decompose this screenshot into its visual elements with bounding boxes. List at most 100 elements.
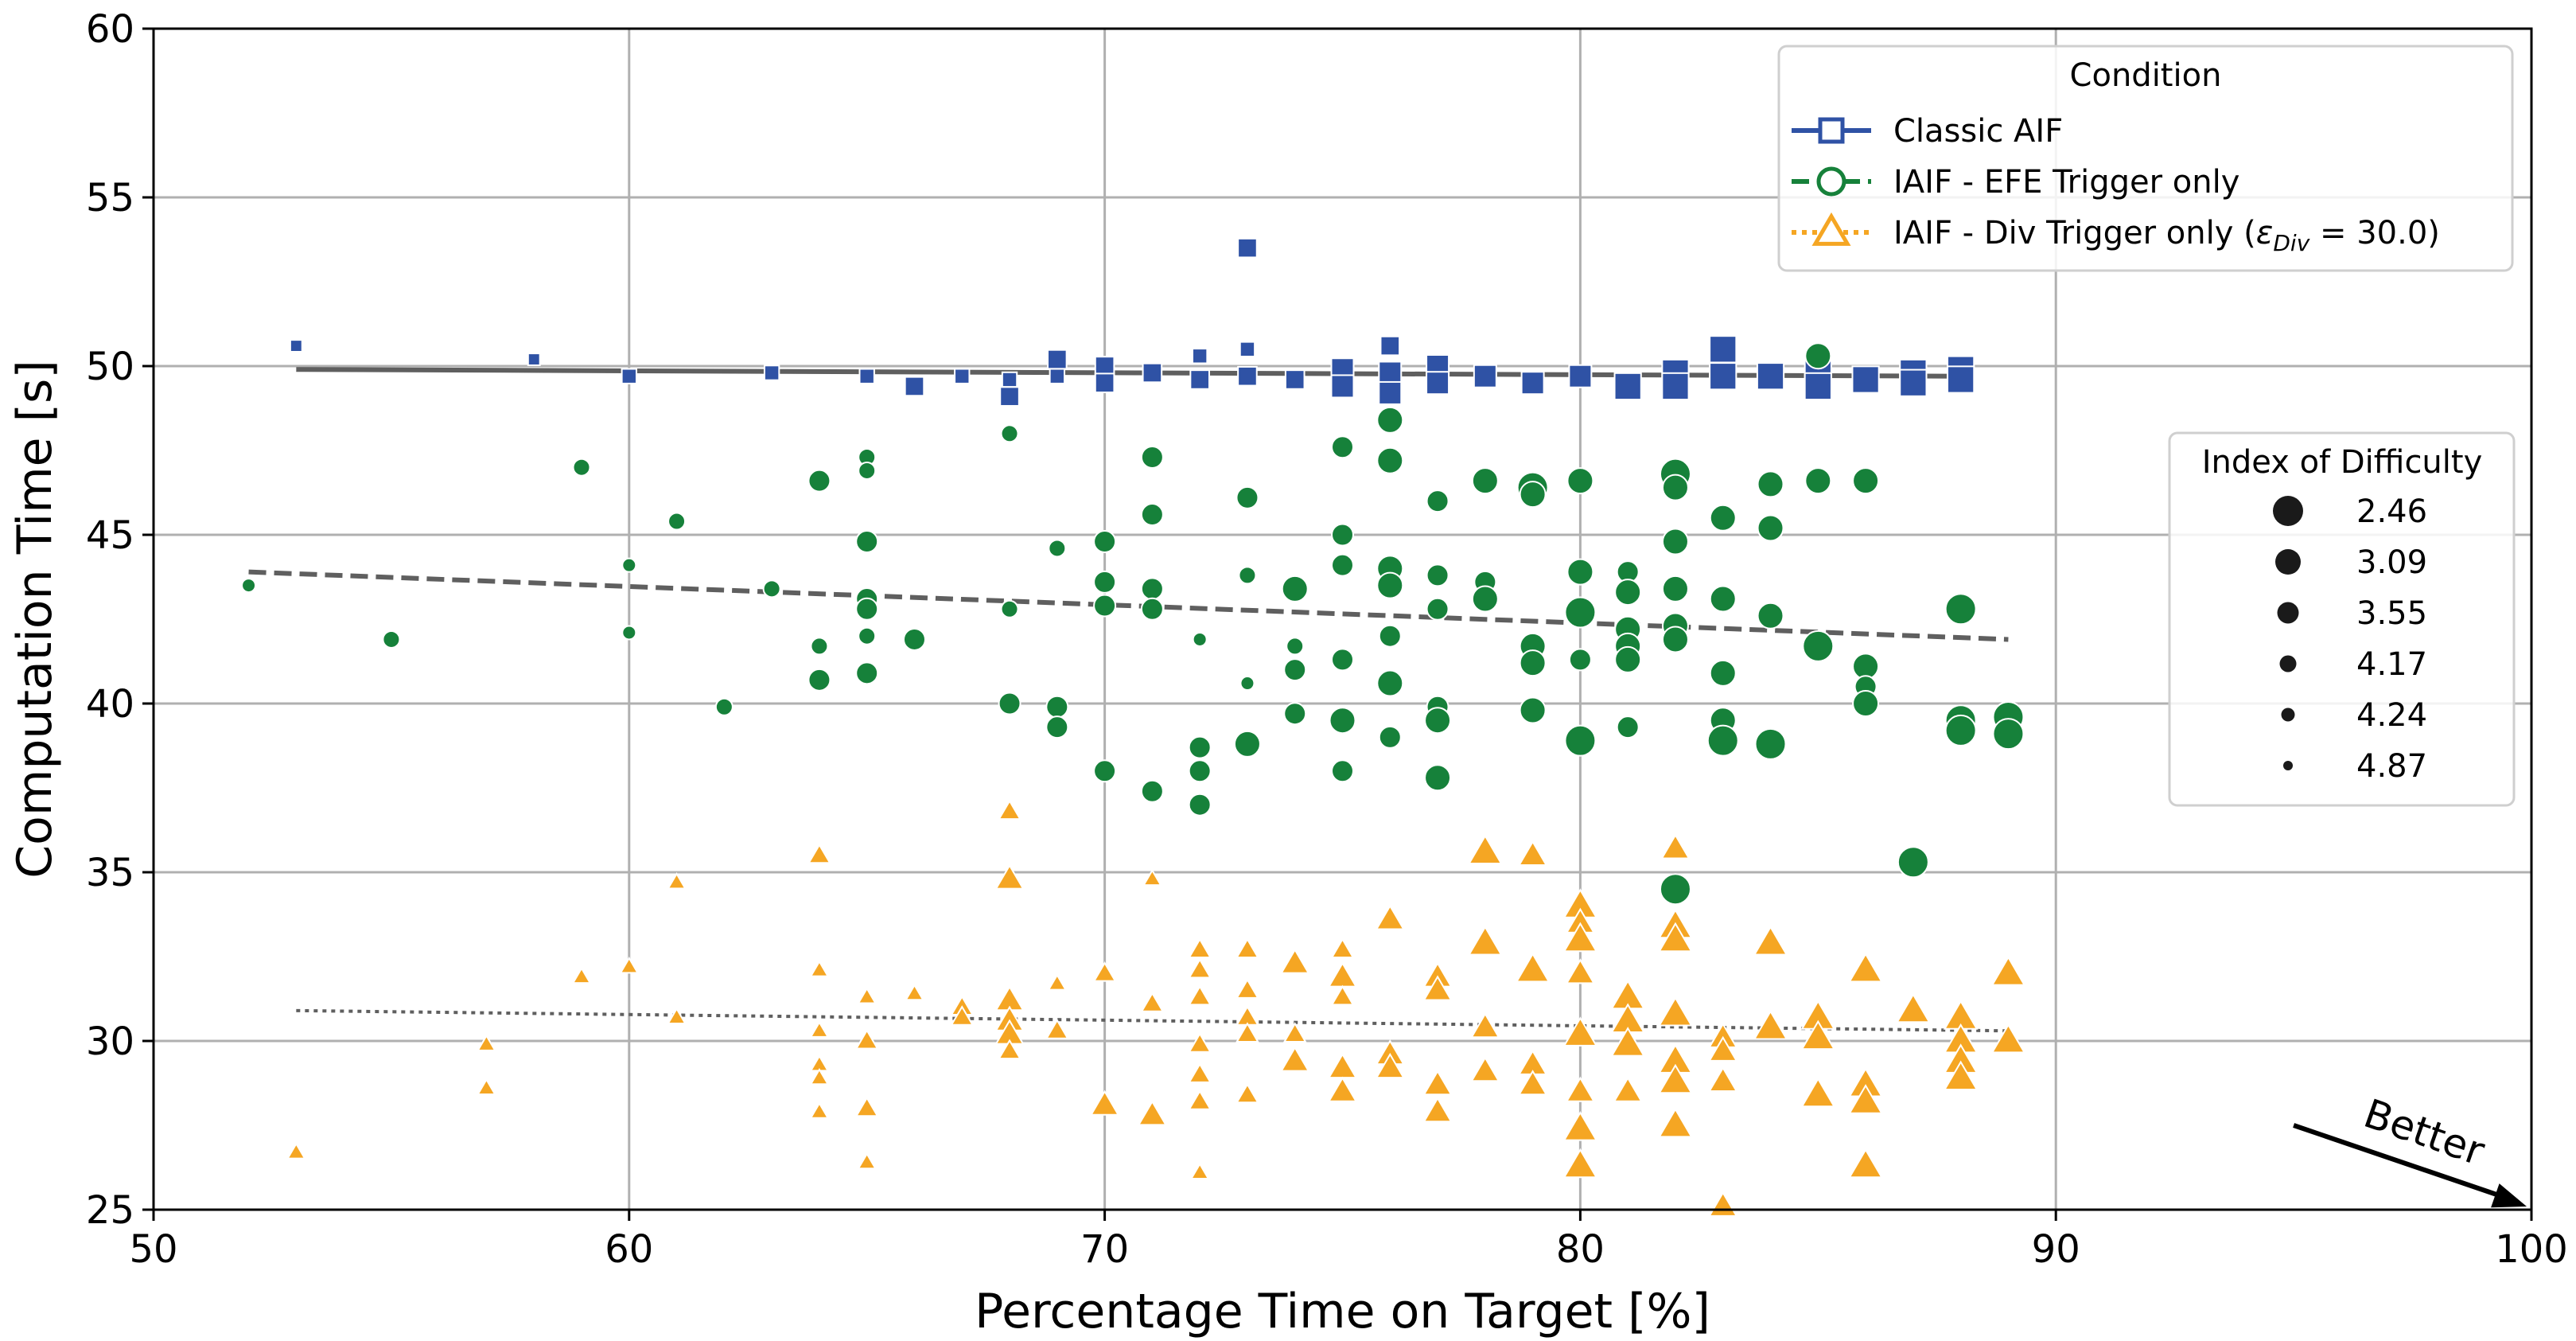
efe-point <box>1093 594 1117 618</box>
classic-point <box>1520 371 1545 396</box>
div-point <box>1565 958 1596 984</box>
efe-point <box>621 625 637 641</box>
classic-point <box>1378 361 1403 385</box>
efe-point <box>241 578 257 594</box>
efe-point <box>1329 707 1356 735</box>
efe-point <box>1754 727 1787 760</box>
classic-point <box>1613 372 1642 401</box>
y-axis-label: Computation Time [s] <box>7 360 63 878</box>
classic-point <box>1191 348 1208 364</box>
div-point <box>998 799 1022 821</box>
efe-point <box>1757 602 1784 630</box>
div-point <box>1658 996 1693 1027</box>
div-point <box>998 1039 1022 1060</box>
efe-point <box>1709 504 1737 532</box>
div-point <box>857 1152 877 1170</box>
div-point <box>477 1034 496 1051</box>
efe-point <box>1140 445 1164 469</box>
legend-label-efe: IAIF - EFE Trigger only <box>1893 164 2239 201</box>
div-point <box>1943 1060 1979 1091</box>
efe-point <box>1614 645 1642 673</box>
y-tick-label: 55 <box>86 176 134 220</box>
efe-point <box>1944 714 1977 747</box>
efe-point <box>1566 467 1594 495</box>
efe-point <box>1568 648 1592 672</box>
div-point <box>1660 833 1691 860</box>
efe-point <box>858 626 877 645</box>
div-point <box>809 960 830 977</box>
efe-point <box>1661 528 1689 556</box>
classic-point <box>1094 372 1115 394</box>
condition-legend-title: Condition <box>2070 57 2222 94</box>
div-point <box>1515 952 1551 983</box>
div-point <box>1235 978 1259 999</box>
efe-point <box>1852 467 1880 495</box>
div-point <box>994 863 1025 890</box>
efe-point <box>1659 873 1691 906</box>
classic-point <box>1237 237 1258 259</box>
efe-point <box>1378 725 1402 749</box>
div-point <box>667 872 687 890</box>
efe-point <box>807 469 831 493</box>
difficulty-legend-label: 2.46 <box>2356 493 2427 530</box>
difficulty-legend-box <box>2168 431 2516 807</box>
classic-point <box>1756 362 1785 391</box>
efe-point <box>1045 695 1069 719</box>
y-tick-label: 45 <box>86 513 134 558</box>
efe-point <box>1192 631 1208 647</box>
div-point <box>1658 1063 1693 1094</box>
efe-point <box>807 668 831 692</box>
efe-point <box>1283 702 1307 726</box>
difficulty-legend-marker <box>2283 761 2293 770</box>
div-point <box>1562 922 1598 953</box>
efe-point <box>1376 571 1404 599</box>
efe-point <box>1424 707 1452 735</box>
classic-point <box>858 368 875 384</box>
classic-point <box>904 376 925 397</box>
div-point <box>809 1101 830 1119</box>
div-point <box>1467 834 1503 864</box>
difficulty-legend-label: 3.55 <box>2356 595 2427 632</box>
classic-point <box>1284 369 1306 390</box>
div-point <box>854 1096 879 1117</box>
div-point <box>1753 1009 1788 1040</box>
div-point <box>1279 948 1310 974</box>
efe-point <box>1897 846 1929 879</box>
classic-point <box>1094 356 1115 376</box>
x-tick-label: 50 <box>129 1227 177 1272</box>
efe-point <box>1519 481 1547 509</box>
div-point <box>1895 992 1931 1023</box>
plot-frame <box>152 27 2533 1211</box>
classic-point <box>1473 364 1497 388</box>
div-point <box>905 983 924 1001</box>
div-point <box>807 843 831 864</box>
div-point <box>1800 1077 1836 1108</box>
efe-point <box>1235 485 1259 509</box>
div-point <box>1330 984 1355 1006</box>
difficulty-legend-label: 4.17 <box>2356 646 2427 683</box>
efe-point <box>1376 446 1404 474</box>
div-point <box>854 1028 879 1050</box>
legend-marker-div <box>1811 212 1851 246</box>
div-point <box>1189 1162 1210 1180</box>
efe-point <box>858 461 877 480</box>
efe-point <box>1566 558 1594 586</box>
efe-point <box>1376 406 1404 434</box>
efe-point <box>1564 596 1597 629</box>
efe-point <box>998 692 1021 715</box>
legend-label-classic: Classic AIF <box>1893 113 2063 150</box>
efe-point <box>1093 570 1117 594</box>
classic-point <box>1239 341 1256 357</box>
classic-point <box>954 368 971 384</box>
div-point <box>286 1142 306 1160</box>
div-point <box>1517 1070 1548 1096</box>
efe-point <box>1331 523 1354 547</box>
difficulty-legend-marker <box>2279 655 2297 672</box>
div-point <box>1188 984 1212 1006</box>
classic-point <box>1947 365 1975 394</box>
classic-point <box>1899 368 1928 397</box>
efe-point <box>855 661 879 685</box>
classic-point <box>1851 365 1880 394</box>
classic-point <box>1142 362 1163 384</box>
efe-point <box>1238 566 1257 585</box>
